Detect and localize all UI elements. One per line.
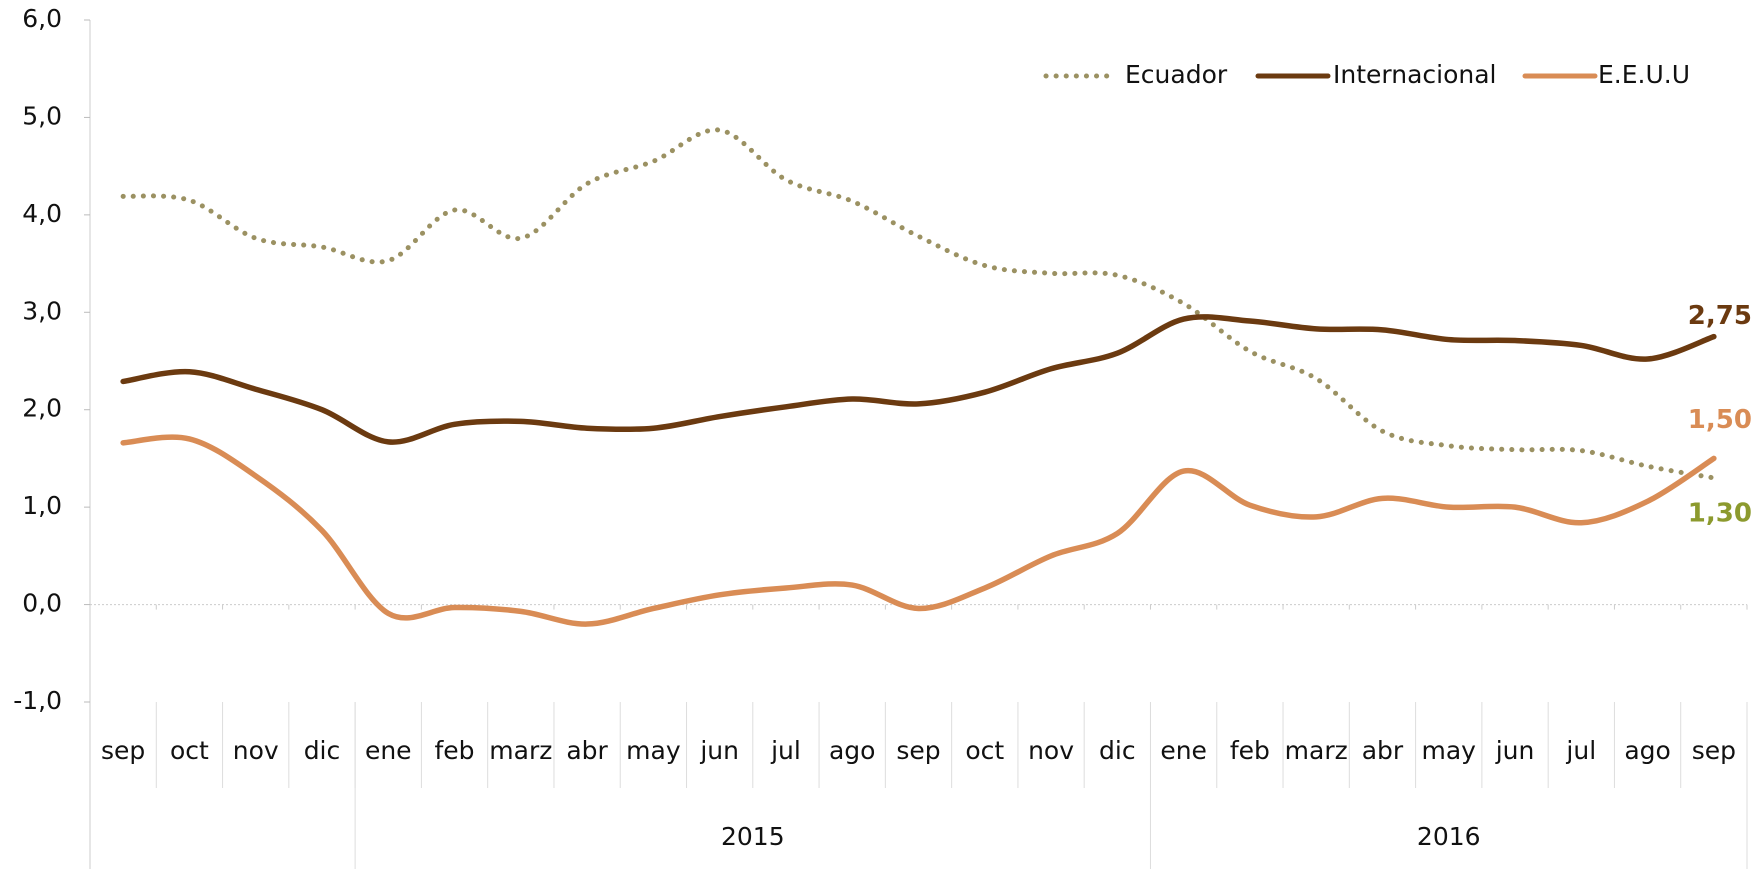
x-tick-label: ago (1624, 736, 1670, 765)
y-tick-label: 0,0 (22, 589, 62, 618)
x-tick-label: may (1422, 736, 1477, 765)
x-tick-label: dic (1099, 736, 1136, 765)
x-tick-label: sep (101, 736, 145, 765)
year-label: 2015 (721, 822, 785, 851)
x-tick-label: ene (365, 736, 412, 765)
x-tick-label: oct (170, 736, 209, 765)
value-label: 2,75 (1688, 301, 1752, 331)
x-tick-label: ene (1160, 736, 1207, 765)
x-tick-label: oct (965, 736, 1004, 765)
x-tick-label: sep (1692, 736, 1736, 765)
y-tick-label: 3,0 (22, 296, 62, 325)
y-tick-label: 5,0 (22, 101, 62, 130)
y-tick-label: 1,0 (22, 491, 62, 520)
x-tick-label: abr (1362, 736, 1404, 765)
value-label: 1,50 (1688, 405, 1752, 435)
x-tick-label: ago (829, 736, 875, 765)
x-tick-label: sep (896, 736, 940, 765)
y-tick-label: 2,0 (22, 394, 62, 423)
x-tick-label: jul (1565, 736, 1596, 765)
series-line (120, 127, 1717, 481)
legend-label: Ecuador (1125, 60, 1228, 89)
legend-label: Internacional (1333, 60, 1497, 89)
legend-label: E.E.U.U (1598, 60, 1690, 89)
x-tick-label: jun (699, 736, 739, 765)
x-tick-label: jul (770, 736, 801, 765)
x-tick-label: nov (1028, 736, 1074, 765)
x-tick-label: feb (1230, 736, 1270, 765)
x-tick-label: nov (233, 736, 279, 765)
y-tick-label: -1,0 (13, 686, 62, 715)
x-tick-label: dic (304, 736, 341, 765)
year-label: 2016 (1417, 822, 1481, 851)
y-tick-label: 4,0 (22, 199, 62, 228)
x-tick-label: jun (1495, 736, 1535, 765)
series-line (120, 314, 1717, 445)
x-tick-label: marz (489, 736, 552, 765)
x-tick-label: feb (435, 736, 475, 765)
x-tick-label: abr (566, 736, 608, 765)
x-tick-label: may (626, 736, 681, 765)
value-label: 1,30 (1688, 498, 1752, 528)
x-tick-label: marz (1285, 736, 1348, 765)
series-line (120, 434, 1717, 627)
y-tick-label: 6,0 (22, 4, 62, 33)
